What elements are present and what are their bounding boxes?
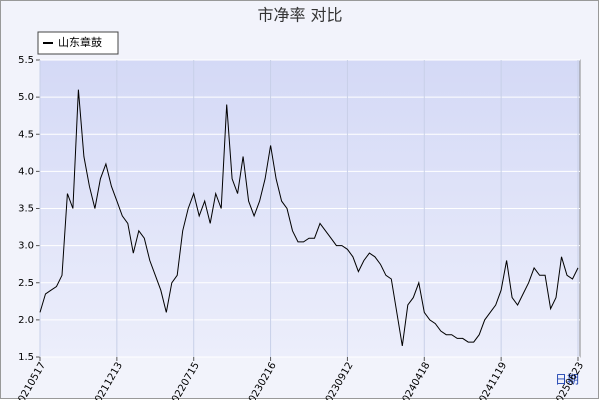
y-tick-label: 1.5 [18,352,34,363]
y-tick-label: 4.5 [18,129,34,140]
legend-label: 山东章鼓 [58,35,102,49]
legend-box [37,31,119,55]
y-tick-label: 5.0 [18,92,34,103]
y-tick-label: 4.0 [18,166,34,177]
x-axis-label: 日期 [555,373,579,387]
chart-title: 市净率 对比 [257,6,342,25]
y-tick-label: 3.0 [18,241,34,252]
y-tick-label: 2.0 [18,315,34,326]
y-tick-label: 2.5 [18,278,34,289]
y-tick-label: 5.5 [18,55,34,66]
y-tick-label: 3.5 [18,204,34,215]
data-line [39,89,579,346]
